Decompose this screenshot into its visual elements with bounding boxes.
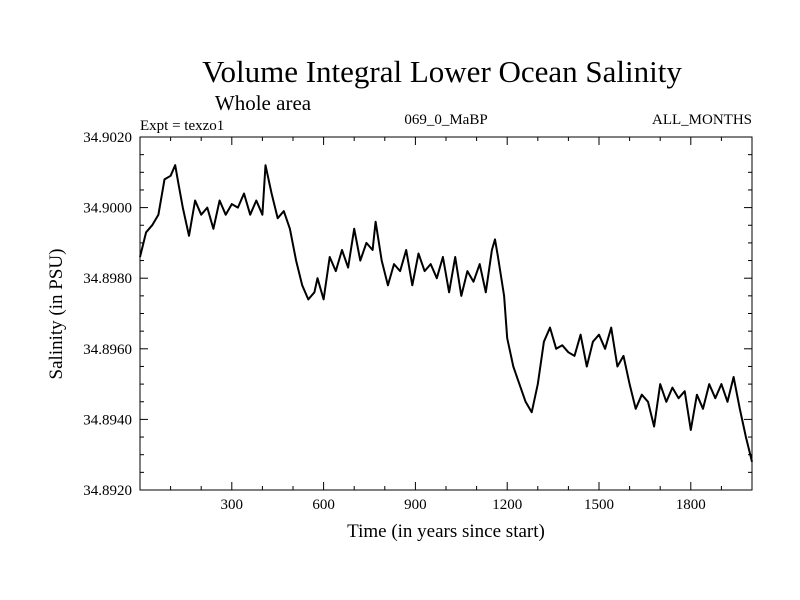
y-tick-label: 34.8940 xyxy=(83,412,132,428)
experiment-label: Expt = texzo1 xyxy=(140,118,224,134)
x-tick-label: 900 xyxy=(404,497,427,513)
y-tick-label: 34.9000 xyxy=(83,201,132,217)
x-axis-ticks xyxy=(170,137,722,490)
months-label: ALL_MONTHS xyxy=(652,112,752,128)
salinity-series-line xyxy=(139,164,753,463)
x-axis-tick-labels: 300 600 900 1200 1500 1800 xyxy=(221,497,706,513)
run-label: 069_0_MaBP xyxy=(404,112,487,128)
x-tick-label: 1200 xyxy=(492,497,522,513)
y-axis-ticks xyxy=(140,136,752,491)
y-axis-tick-labels: 34.8920 34.8940 34.8960 34.8980 34.9000 34.90… xyxy=(83,130,132,499)
y-tick-label: 34.8920 xyxy=(83,483,132,499)
chart-subtitle: Whole area xyxy=(215,91,312,115)
x-tick-label: 300 xyxy=(221,497,244,513)
x-tick-label: 1500 xyxy=(584,497,614,513)
x-axis-label: Time (in years since start) xyxy=(347,521,545,542)
y-tick-label: 34.9020 xyxy=(83,130,132,146)
y-axis-label: Salinity (in PSU) xyxy=(46,249,67,380)
y-tick-label: 34.8980 xyxy=(83,271,132,287)
y-tick-label: 34.8960 xyxy=(83,342,132,358)
plot-frame xyxy=(139,136,753,491)
x-tick-label: 600 xyxy=(312,497,335,513)
chart-title: Volume Integral Lower Ocean Salinity xyxy=(202,54,682,89)
x-tick-label: 1800 xyxy=(676,497,706,513)
